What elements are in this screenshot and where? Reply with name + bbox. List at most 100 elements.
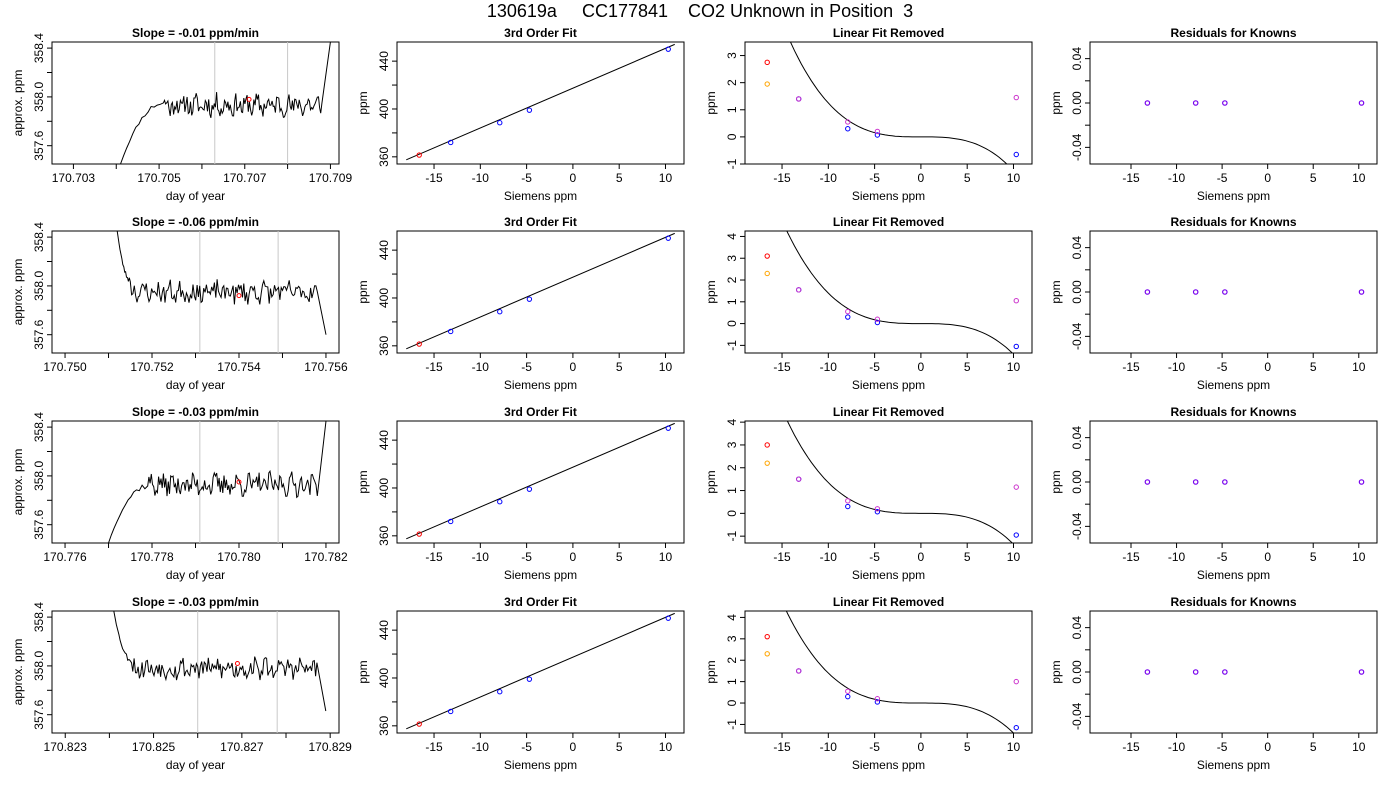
plot-area: [1144, 100, 1365, 106]
plot-area: [406, 422, 675, 540]
x-tick-label: -15: [1122, 550, 1140, 564]
y-tick-label: 0.04: [1070, 616, 1084, 640]
y-tick-label: 4: [725, 614, 739, 621]
x-axis-label: Siemens ppm: [852, 378, 925, 392]
y-tick-label: 0.04: [1070, 236, 1084, 260]
data-point: [795, 668, 802, 674]
y-tick-label: 3: [725, 255, 739, 262]
y-tick-label: 440: [377, 240, 391, 260]
x-tick-label: 170.707: [223, 171, 267, 185]
plot-frame: [396, 230, 685, 354]
y-tick-label: 1: [725, 106, 739, 113]
x-tick-label: 10: [1007, 360, 1021, 374]
x-tick-label: 5: [964, 550, 971, 564]
panel-title: Slope = -0.03 ppm/min: [132, 405, 259, 419]
y-axis-label: ppm: [1049, 91, 1063, 114]
plot-area: [120, 42, 331, 164]
x-tick-label: 170.754: [217, 360, 261, 374]
panel-title: 3rd Order Fit: [504, 26, 577, 40]
x-tick-label: -10: [820, 171, 838, 185]
panel-fit-r2: 3rd Order Fit -15 -10 -5 0 5 10 360 400 440 Siemen…: [356, 215, 685, 392]
y-axis-label: ppm: [356, 660, 370, 683]
panel-resid-r1: Linear Fit Removed-15 -10 -5 0 5 10-10123Siem…: [704, 26, 1033, 203]
y-tick-label: 358.0: [32, 82, 46, 112]
y-tick-label: 360: [377, 335, 391, 355]
x-tick-label: -5: [521, 171, 532, 185]
plot-frame: [51, 230, 340, 354]
x-axis-label: Siemens ppm: [504, 758, 577, 772]
x-tick-label: 5: [616, 550, 623, 564]
x-axis-label: day of year: [166, 758, 225, 772]
x-tick-label: -15: [773, 171, 791, 185]
y-tick-label: 360: [377, 146, 391, 166]
y-axis-label: ppm: [1049, 280, 1063, 303]
plot-area: [764, 611, 1019, 733]
series-line: [108, 421, 327, 543]
y-tick-label: 440: [377, 620, 391, 640]
data-point: [1013, 298, 1019, 304]
y-tick-label: 0: [725, 510, 739, 517]
x-tick-label: 170.827: [220, 740, 264, 754]
x-tick-label: 170.705: [137, 171, 181, 185]
data-point: [1222, 100, 1228, 106]
x-tick-label: -10: [472, 550, 490, 564]
x-axis-label: Siemens ppm: [852, 758, 925, 772]
x-tick-label: -5: [869, 550, 880, 564]
x-tick-label: 5: [964, 171, 971, 185]
data-point: [845, 308, 851, 315]
plot-area: [406, 612, 675, 730]
data-point: [874, 696, 881, 702]
plot-area: [764, 231, 1019, 353]
x-tick-label: 170.782: [304, 550, 348, 564]
panel-fit-r3: 3rd Order Fit -15 -10 -5 0 5 10 360 400 440 Siemen…: [356, 405, 685, 582]
panel-known-r1: Residuals for Knowns -15 -10 -5 0 5 10 -0.04 0.0…: [1049, 26, 1378, 203]
plot-area: [1144, 479, 1365, 485]
data-point: [795, 476, 802, 482]
plot-area: [113, 611, 327, 733]
data-point: [447, 708, 454, 715]
x-axis-label: Siemens ppm: [1197, 758, 1270, 772]
y-tick-label: 357.6: [32, 509, 46, 539]
panel-resid-r2: Linear Fit Removed-15 -10 -5 0 5 10-101234Sie…: [704, 215, 1033, 392]
mean-marker: [236, 479, 242, 485]
x-tick-label: 0: [570, 360, 577, 374]
y-tick-label: 3: [725, 635, 739, 642]
x-tick-label: 170.756: [304, 360, 348, 374]
x-tick-label: 10: [1007, 171, 1021, 185]
x-tick-label: -15: [773, 550, 791, 564]
y-tick-label: 1: [725, 678, 739, 685]
x-axis-label: Siemens ppm: [1197, 378, 1270, 392]
y-tick-label: 400: [377, 478, 391, 498]
panel-ts-r4: Slope = -0.03 ppm/min 170.823 170.825 170.8…: [11, 595, 352, 772]
x-tick-label: -10: [1168, 550, 1186, 564]
plot-area: [1144, 669, 1365, 675]
fit-line: [406, 422, 675, 540]
y-tick-label: 4: [725, 418, 739, 425]
y-axis-label: approx. ppm: [11, 449, 25, 516]
x-tick-label: -15: [425, 550, 443, 564]
plot-frame: [396, 41, 685, 165]
y-axis-label: ppm: [356, 280, 370, 303]
y-axis-label: ppm: [704, 91, 718, 114]
x-tick-label: 5: [1310, 550, 1317, 564]
x-tick-label: 170.825: [132, 740, 176, 754]
x-axis-label: day of year: [166, 568, 225, 582]
y-tick-label: 0: [725, 320, 739, 327]
x-tick-label: 10: [1352, 740, 1366, 754]
y-tick-label: 400: [377, 668, 391, 688]
y-tick-label: 440: [377, 51, 391, 71]
x-tick-label: 0: [570, 171, 577, 185]
y-axis-label: ppm: [356, 470, 370, 493]
data-point: [665, 425, 671, 431]
plot-area: [764, 42, 1019, 164]
y-tick-label: 357.6: [32, 319, 46, 349]
y-axis-label: ppm: [1049, 470, 1063, 493]
x-axis-label: Siemens ppm: [852, 568, 925, 582]
panel-known-r3: Residuals for Knowns -15 -10 -5 0 5 10 -0.04 0.0…: [1049, 405, 1378, 582]
x-tick-label: -5: [1217, 740, 1228, 754]
x-tick-label: -15: [425, 171, 443, 185]
plot-frame: [396, 420, 685, 544]
data-point: [665, 46, 671, 52]
x-tick-label: 0: [1264, 360, 1271, 374]
x-tick-label: 5: [616, 171, 623, 185]
